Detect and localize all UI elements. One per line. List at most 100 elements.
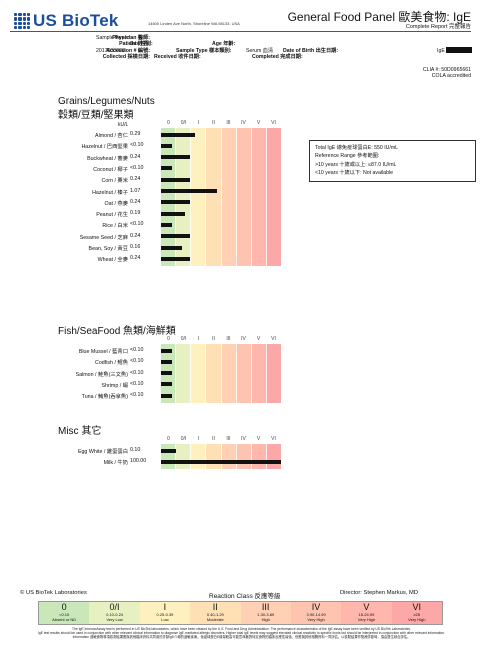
legend-class-label: III [261, 602, 270, 612]
scale-label: 0/I [180, 120, 187, 126]
food-label: Salmon / 鮭魚(三文魚) [75, 371, 128, 378]
scale-header: 0 0/I I II III IV V VI [161, 120, 281, 126]
result-row: Blue Mussel / 藍青口 <0.10 [10, 345, 282, 356]
scale-label: IV [241, 436, 246, 442]
legend-desc: Very High [408, 617, 426, 623]
result-value: <0.10 [130, 392, 144, 399]
scale-column [250, 344, 266, 403]
scale-label: V [256, 436, 261, 442]
legend-desc: Absent or ND [52, 617, 77, 623]
scale-label: I [197, 120, 200, 126]
scale-label: VI [271, 120, 276, 126]
footer-reaction-class: Reaction Class 反應等級 [209, 593, 281, 600]
legend-class: V 15-24.99 Very High [341, 602, 392, 624]
patient-values-col1: Sample Report 2017000000 [96, 35, 131, 54]
scale-column [190, 128, 206, 266]
legend-range: 0.40-1.29 [206, 612, 224, 617]
scale-label: VI [271, 336, 276, 342]
legend-class-label: 0/I [109, 602, 120, 612]
physician-label: Physician 醫師: [112, 35, 150, 41]
section-title: Misc 其它 [58, 426, 102, 437]
panel-title: General Food Panel 歐美食物: IgE [287, 10, 471, 24]
food-label: Hazelnut / 巴西堅果 [81, 144, 128, 151]
legend-class: 0/I 0.10-0.24 Very Low [89, 602, 140, 624]
result-bar [161, 448, 176, 453]
result-row: Hazelnut / 榛子 1.07 [10, 186, 282, 197]
sample-type-label: Sample Type 樣本類別: [176, 48, 232, 54]
result-row: Almond / 杏仁 0.29 [10, 129, 282, 140]
dob-label: Date of Birth 出生日期: [283, 48, 339, 54]
footer-company: © US BioTek Laboratories [20, 590, 87, 596]
scale-column [175, 128, 191, 266]
result-bar [161, 189, 218, 193]
result-row: Shrimp / 蝦 <0.10 [10, 379, 282, 390]
result-value: 0.10 [130, 447, 141, 453]
result-row: Corn / 粟米 0.24 [10, 174, 282, 185]
result-row: Bean, Soy / 黃豆 0.16 [10, 242, 282, 253]
result-value: 100.00 [130, 458, 147, 465]
us-biotek-logo: US BioTek [14, 8, 154, 34]
legend-class: 0 <0.10 Absent or ND [39, 602, 90, 624]
scale-column [220, 344, 236, 403]
result-value: 0.19 [130, 210, 141, 217]
food-label: Almond / 杏仁 [95, 133, 128, 139]
ige-label: IgE [437, 48, 445, 54]
result-value: 0.24 [130, 176, 141, 183]
food-label: Hazelnut / 榛子 [92, 189, 128, 196]
result-row: Hazelnut / 巴西堅果 <0.10 [10, 140, 282, 151]
scale-label: 0 [167, 120, 170, 126]
received-label: Received 收件日期: [154, 54, 201, 60]
result-row: Codfish / 鱈魚 <0.10 [10, 356, 282, 367]
result-bar [161, 459, 281, 464]
result-value: <0.10 [130, 142, 144, 149]
scale-column [205, 344, 221, 403]
legend-class-label: VI [412, 602, 422, 612]
legend-range: 3.90-14.99 [306, 612, 326, 617]
scale-label: V [256, 120, 261, 126]
food-label: Rice / 白米 [102, 223, 128, 230]
scale-label: III [226, 120, 231, 126]
scale-label: 0 [167, 336, 170, 342]
scale-column [220, 128, 236, 266]
result-value: 0.24 [130, 153, 141, 160]
section-title: Grains/Legumes/Nuts [58, 96, 155, 107]
panel-subtitle: Complete Report 完整報告 [405, 24, 471, 30]
legend-class-label: 0 [61, 602, 67, 612]
scale-label: III [226, 436, 231, 442]
clia-number: CLIA #: 50D0965661 [422, 67, 471, 73]
food-label: Bean, Soy / 黃豆 [88, 246, 128, 252]
legend-range: 15-24.99 [358, 612, 375, 617]
scale-column [250, 128, 266, 266]
sample-type-value: Serum 血清 [246, 48, 274, 54]
food-label: Oat / 燕麥 [104, 200, 128, 207]
completed-label: Completed 完成日期: [252, 54, 303, 60]
scale-label: V [256, 336, 261, 342]
cola-accredited: COLA accredited [431, 73, 471, 80]
scale-column [190, 344, 206, 403]
result-bar [161, 143, 172, 148]
result-bar [161, 393, 172, 398]
result-value: <0.10 [130, 380, 144, 387]
sex-label: Sex 性別: [130, 41, 153, 47]
food-label: Egg White / 雞蛋蛋白 [77, 449, 128, 455]
scale-label: II [212, 120, 215, 126]
result-value: <0.10 [130, 164, 144, 171]
redacted-ige-value [446, 47, 472, 53]
scale-column [161, 128, 176, 266]
result-value: 0.24 [130, 232, 141, 239]
legend-class-label: I [163, 602, 167, 612]
legend-range: 1.30-3.89 [257, 612, 275, 617]
result-row: Buckwheat / 蕎麥 0.24 [10, 152, 282, 163]
result-value: 0.24 [130, 198, 141, 205]
result-bar [161, 222, 172, 227]
legend-range: 0.25-0.39 [156, 612, 174, 617]
result-value: <0.10 [130, 369, 144, 376]
accreditation: CLIA #: 50D0965661 COLA accredited [423, 67, 471, 80]
legend-class-label: II [212, 602, 218, 612]
legend-desc: Moderate [206, 617, 224, 623]
result-bar [161, 166, 172, 171]
food-label: Coconut / 椰子 [93, 166, 128, 173]
result-row: Wheat / 全麥 0.24 [10, 253, 282, 264]
food-label: Corn / 粟米 [101, 178, 129, 185]
logo-text: US BioTek [33, 11, 119, 30]
